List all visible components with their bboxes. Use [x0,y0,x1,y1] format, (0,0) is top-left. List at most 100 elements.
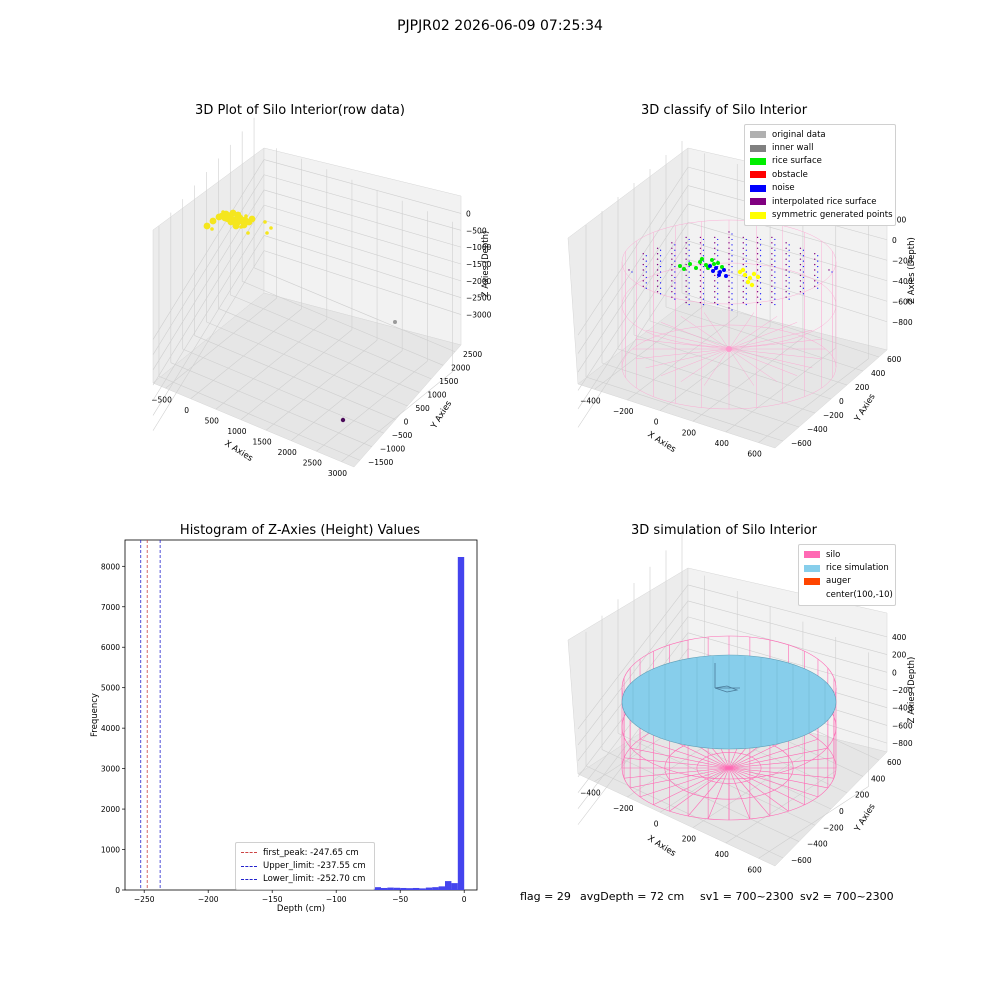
y-axis-label: Frequency [90,693,100,737]
noise-point [674,282,676,284]
silo-floor-spoke [703,312,730,350]
interpolated-point [642,258,644,260]
interpolated-point [685,280,687,282]
noise-point [788,260,790,262]
noise-point [745,276,747,279]
interpolated-point [699,301,702,304]
noise-point [688,298,690,300]
panel4-3d-axes: −400−2000200400600−600−400−2000200400600… [567,534,917,874]
histogram-bar [457,556,465,890]
noise-point [759,249,762,251]
interpolated-point [728,258,730,260]
data-point [209,217,217,225]
y-tick-label: −1500 [368,458,394,467]
noise-point [659,265,662,268]
y-gridline [230,294,432,380]
data-point [203,222,211,230]
noise-point [688,303,690,306]
noise-point [717,298,719,300]
noise-point [774,298,776,300]
x-tick-label: −500 [151,395,172,404]
legend-swatch [804,551,820,559]
panel3-title: Histogram of Z-Axies (Height) Values [179,523,421,538]
y-tick-label: 1000 [427,390,446,399]
interpolated-point [685,253,687,255]
legend-swatch [804,564,820,572]
interpolated-point [785,263,787,266]
z-tick-label: −600 [892,721,913,730]
data-point [246,231,250,235]
silo-floor-spoke [703,348,730,386]
y-gridline [601,362,800,428]
y-axis-label: Y Axies [852,802,878,835]
x-tick-label: 1500 [253,437,272,446]
y-tick-label: 5000 [101,684,120,693]
legend-label: interpolated rice surface [772,196,877,207]
noise-point [674,255,676,257]
interpolated-point [742,280,744,282]
noise-point [702,298,705,300]
interpolated-point [728,236,730,239]
noise-point [817,265,819,268]
noise-point [788,287,790,289]
noise-point [645,260,647,262]
legend-item: rice simulation [804,561,890,574]
z-tick-label: −200 [892,256,913,265]
interpolated-point [671,274,673,277]
y-tick-label: −500 [392,431,413,440]
noise-point [717,244,719,246]
rice-surface-point [716,261,720,265]
x-gridline [265,340,378,431]
noise-point [759,244,762,246]
interpolated-point [799,253,802,255]
noise-point [674,293,676,295]
silo-floor-spoke [728,348,798,376]
noise-point [802,276,805,279]
interpolated-point [671,269,673,271]
y-tick-label: 0 [115,886,120,895]
noise-point [817,255,819,257]
noise-point [702,303,705,306]
interpolated-point [699,247,702,249]
interpolated-point [742,296,744,298]
noise-point [759,255,762,257]
silo-floor-spoke [635,338,730,350]
noise-point [731,233,733,235]
interpolated-point [699,274,702,277]
interpolated-point [799,247,802,249]
noise-point [745,298,747,300]
legend-item: interpolated rice surface [750,195,890,208]
legend-label: original data [772,129,826,140]
noise-point [802,287,805,289]
noise-point [759,287,762,289]
panel4-title: 3D simulation of Silo Interior [631,523,817,538]
interpolated-point [671,242,673,244]
z-gridline-left [577,240,689,410]
noise-point [731,282,733,284]
noise-point [645,282,647,284]
noise-point [674,265,676,268]
noise-point [774,276,776,279]
legend-swatch [750,171,766,179]
z-gridline-left [152,220,265,401]
noise-point [645,276,647,279]
histogram-bar [451,883,458,890]
y-gridline [617,348,816,414]
data-point [221,214,229,222]
noise-point [788,249,790,251]
noise-point [731,287,733,289]
legend-label: silo [826,549,841,560]
symmetric-point [751,271,757,277]
legend-swatch [750,131,766,139]
noise-point [731,293,733,295]
symmetric-point [742,272,748,278]
y-gridline [585,765,784,859]
interpolated-point [671,296,673,298]
interpolated-point [756,285,759,287]
interpolated-point [714,236,716,239]
histogram-bar [400,887,407,890]
y-tick-label: 500 [416,404,431,413]
interpolated-point [756,242,759,244]
y-gridline [218,308,420,393]
symmetric-point [747,275,753,281]
